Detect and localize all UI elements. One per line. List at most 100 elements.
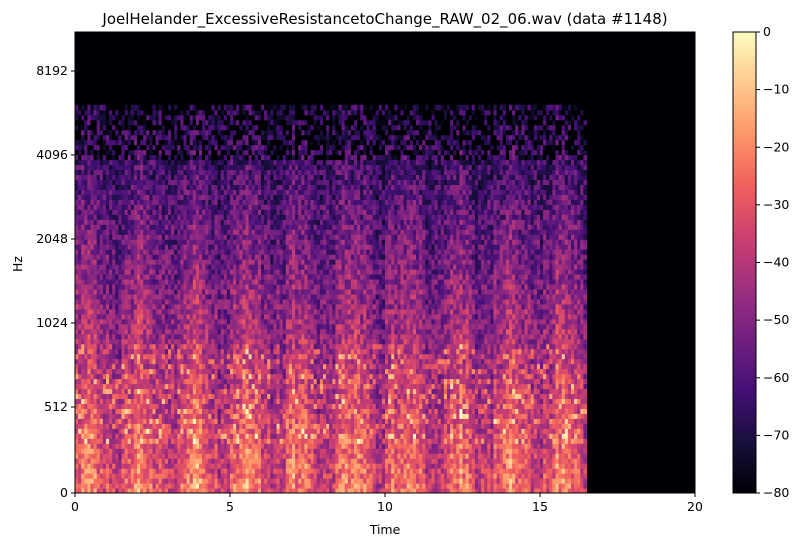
spectrogram-cell bbox=[84, 219, 88, 225]
spectrogram-cell bbox=[84, 428, 88, 434]
spectrogram-cell bbox=[102, 393, 107, 400]
spectrogram-cell bbox=[84, 119, 88, 126]
spectrogram-cell bbox=[106, 189, 110, 195]
spectrogram-cell bbox=[93, 273, 98, 280]
spectrogram-cell bbox=[99, 199, 104, 205]
spectrogram-cell bbox=[90, 199, 95, 205]
spectrogram-cell bbox=[81, 383, 85, 390]
spectrogram-cell bbox=[90, 368, 95, 375]
spectrogram-cell bbox=[81, 278, 85, 285]
spectrogram-cell bbox=[75, 368, 79, 375]
spectrogram-cell bbox=[93, 209, 98, 215]
spectrogram-cell bbox=[102, 473, 107, 479]
spectrogram-cell bbox=[102, 408, 107, 414]
spectrogram-cell bbox=[81, 313, 85, 320]
spectrogram-cell bbox=[96, 343, 101, 350]
spectrogram-cell bbox=[102, 139, 107, 146]
spectrogram-cell bbox=[75, 318, 79, 325]
spectrogram-cell bbox=[93, 184, 98, 190]
spectrogram-cell bbox=[109, 413, 113, 419]
spectrogram-cell bbox=[99, 458, 104, 464]
spectrogram-cell bbox=[75, 468, 79, 474]
spectrogram-cell bbox=[109, 239, 113, 245]
spectrogram-cell bbox=[90, 458, 95, 464]
spectrogram-cell bbox=[78, 229, 82, 235]
spectrogram-cell bbox=[99, 328, 104, 335]
spectrogram-cell bbox=[78, 478, 82, 484]
spectrogram-cell bbox=[106, 403, 110, 409]
spectrogram-cell bbox=[87, 259, 92, 265]
spectrogram-cell bbox=[87, 488, 92, 493]
spectrogram-cell bbox=[81, 194, 85, 200]
spectrogram-cell bbox=[93, 353, 98, 360]
spectrogram-cell bbox=[81, 229, 85, 235]
spectrogram-cell bbox=[81, 328, 85, 335]
spectrogram-cell bbox=[84, 483, 88, 489]
spectrogram-cell bbox=[102, 234, 107, 240]
spectrogram-cell bbox=[75, 443, 79, 449]
spectrogram-cell bbox=[96, 353, 101, 360]
spectrogram-cell bbox=[93, 234, 98, 240]
spectrogram-cell bbox=[84, 343, 88, 350]
spectrogram-cell bbox=[84, 298, 88, 305]
spectrogram-cell bbox=[106, 124, 110, 131]
spectrogram-cell bbox=[84, 398, 88, 405]
spectrogram-cell bbox=[93, 348, 98, 355]
spectrogram-cell bbox=[93, 373, 98, 380]
spectrogram-cell bbox=[109, 254, 113, 260]
spectrogram-cell bbox=[75, 308, 79, 315]
spectrogram-cell bbox=[84, 139, 88, 146]
spectrogram-cell bbox=[75, 273, 79, 280]
spectrogram-cell bbox=[102, 428, 107, 434]
spectrogram-cell bbox=[81, 373, 85, 380]
spectrogram-cell bbox=[109, 283, 113, 290]
spectrogram-cell bbox=[81, 254, 85, 260]
spectrogram-cell bbox=[84, 293, 88, 300]
spectrogram-cell bbox=[84, 413, 88, 419]
spectrogram-cell bbox=[75, 164, 79, 171]
spectrogram-cell bbox=[78, 383, 82, 390]
spectrogram-cell bbox=[93, 448, 98, 454]
spectrogram-cell bbox=[96, 468, 101, 474]
spectrogram-cell bbox=[87, 283, 92, 290]
spectrogram-cell bbox=[87, 413, 92, 419]
spectrogram-cell bbox=[90, 463, 95, 469]
spectrogram-cell bbox=[75, 413, 79, 419]
spectrogram-cell bbox=[87, 149, 92, 156]
spectrogram-cell bbox=[106, 473, 110, 479]
spectrogram-cell bbox=[102, 303, 107, 310]
spectrogram-cell bbox=[78, 249, 82, 255]
spectrogram-cell bbox=[109, 219, 113, 225]
spectrogram-cell bbox=[109, 378, 113, 385]
spectrogram-cell bbox=[96, 448, 101, 454]
spectrogram-cell bbox=[75, 199, 79, 205]
spectrogram-cell bbox=[109, 458, 113, 464]
spectrogram-cell bbox=[75, 259, 79, 265]
spectrogram-cell bbox=[102, 348, 107, 355]
spectrogram-cell bbox=[75, 428, 79, 434]
spectrogram-cell bbox=[87, 358, 92, 365]
spectrogram-cell bbox=[99, 169, 104, 176]
spectrogram-cell bbox=[87, 278, 92, 285]
spectrogram-cell bbox=[93, 109, 98, 116]
spectrogram-cell bbox=[93, 288, 98, 295]
spectrogram-cell bbox=[109, 278, 113, 285]
spectrogram-cell bbox=[78, 448, 82, 454]
spectrogram-cell bbox=[93, 114, 98, 121]
spectrogram-cell bbox=[81, 413, 85, 419]
spectrogram-cell bbox=[102, 433, 107, 439]
spectrogram-cell bbox=[106, 159, 110, 166]
spectrogram-cell bbox=[78, 134, 82, 141]
spectrogram-cell bbox=[87, 104, 92, 111]
spectrogram-cell bbox=[96, 373, 101, 380]
spectrogram-cell bbox=[75, 204, 79, 210]
spectrogram-cell bbox=[99, 159, 104, 166]
spectrogram-cell bbox=[102, 109, 107, 116]
spectrogram-cell bbox=[75, 159, 79, 166]
spectrogram-cell bbox=[106, 448, 110, 454]
spectrogram-cell bbox=[109, 323, 113, 330]
spectrogram-cell bbox=[87, 458, 92, 464]
spectrogram-cell bbox=[93, 174, 98, 181]
spectrogram-cell bbox=[99, 129, 104, 136]
spectrogram-cell bbox=[96, 134, 101, 141]
